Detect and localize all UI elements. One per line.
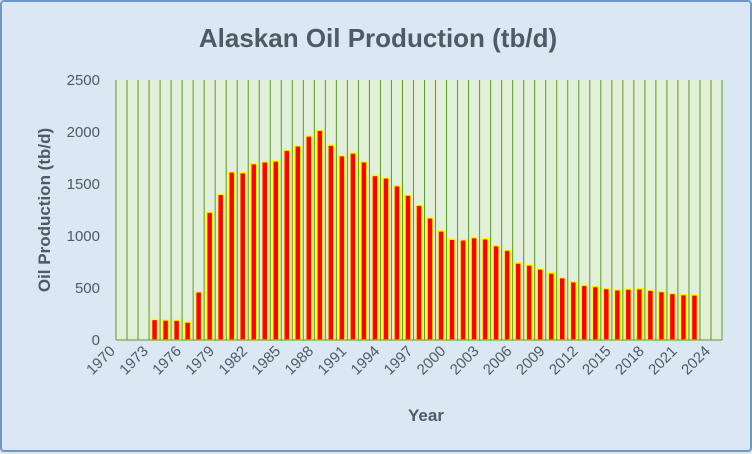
bar [216, 193, 225, 341]
grid-lines [115, 80, 723, 340]
bar [305, 135, 313, 341]
y-tick-label: 0 [92, 332, 100, 349]
bar [481, 237, 489, 341]
x-tick-label: 1991 [315, 343, 351, 379]
y-tick-label: 2000 [67, 124, 100, 141]
x-tick-label: 1973 [116, 343, 152, 379]
bar [360, 160, 368, 341]
bar [690, 294, 699, 341]
bar [569, 280, 578, 341]
bar [227, 171, 236, 341]
x-tick-label: 2003 [447, 343, 483, 379]
bar [205, 211, 214, 341]
x-tick-label: 1976 [149, 343, 185, 379]
x-tick-label: 1970 [83, 343, 119, 379]
x-axis-label: Year [408, 406, 444, 425]
bar [249, 162, 258, 341]
x-tick-label: 1994 [348, 343, 384, 379]
bar [602, 287, 611, 341]
bar [437, 230, 445, 341]
x-tick-label: 1985 [248, 343, 284, 379]
bar [260, 160, 269, 341]
x-tick-label: 2000 [414, 343, 450, 379]
bar [426, 217, 434, 341]
bar [382, 177, 390, 341]
bar [338, 154, 346, 341]
bar [172, 319, 181, 341]
bar [492, 244, 500, 341]
y-tick-label: 1500 [67, 176, 100, 193]
x-tick-label: 2015 [579, 343, 615, 379]
bar [547, 272, 555, 341]
bar [161, 319, 170, 341]
x-tick-label: 2009 [513, 343, 549, 379]
bar [294, 145, 302, 341]
bar [624, 288, 633, 341]
bar [646, 289, 655, 341]
bar [591, 285, 600, 341]
bar [349, 152, 357, 341]
x-tick-label: 2006 [480, 343, 516, 379]
bar [371, 174, 379, 341]
bar [514, 262, 522, 341]
x-tick-label: 1982 [215, 343, 251, 379]
x-tick-label: 2018 [612, 343, 648, 379]
x-tick-label: 1988 [282, 343, 318, 379]
bar [327, 144, 335, 341]
bar [272, 160, 280, 341]
chart-title: Alaskan Oil Production (tb/d) [199, 23, 557, 53]
x-tick-labels: 1970197319761979198219851988199119941997… [83, 343, 714, 379]
bar [679, 293, 688, 341]
bar [459, 239, 467, 341]
y-tick-label: 500 [75, 280, 100, 297]
bar [503, 249, 511, 341]
bar [668, 292, 677, 341]
bar [448, 238, 456, 341]
bar [657, 290, 666, 341]
y-tick-label: 1000 [67, 228, 100, 245]
bar [613, 289, 622, 341]
bar [393, 184, 401, 341]
bar [194, 290, 203, 341]
bar [283, 149, 291, 341]
bar [635, 287, 644, 341]
bar [238, 171, 247, 341]
bar [580, 284, 589, 341]
x-tick-label: 2021 [645, 343, 681, 379]
bar [415, 204, 423, 341]
bar [470, 236, 478, 341]
bar [404, 194, 412, 341]
bar [558, 276, 566, 341]
y-tick-labels: 0 500 1000 1500 2000 2500 [67, 72, 100, 349]
bar [536, 268, 544, 341]
bars-group [150, 129, 699, 341]
bar [183, 321, 192, 341]
x-tick-label: 2012 [546, 343, 582, 379]
y-tick-label: 2500 [67, 72, 100, 89]
x-tick-label: 1979 [182, 343, 218, 379]
y-axis-label: Oil Production (tb/d) [35, 128, 54, 292]
x-tick-label: 1997 [381, 343, 417, 379]
bar [525, 264, 533, 341]
x-tick-label: 2024 [678, 343, 714, 379]
bar [150, 318, 159, 341]
bar [316, 129, 324, 341]
